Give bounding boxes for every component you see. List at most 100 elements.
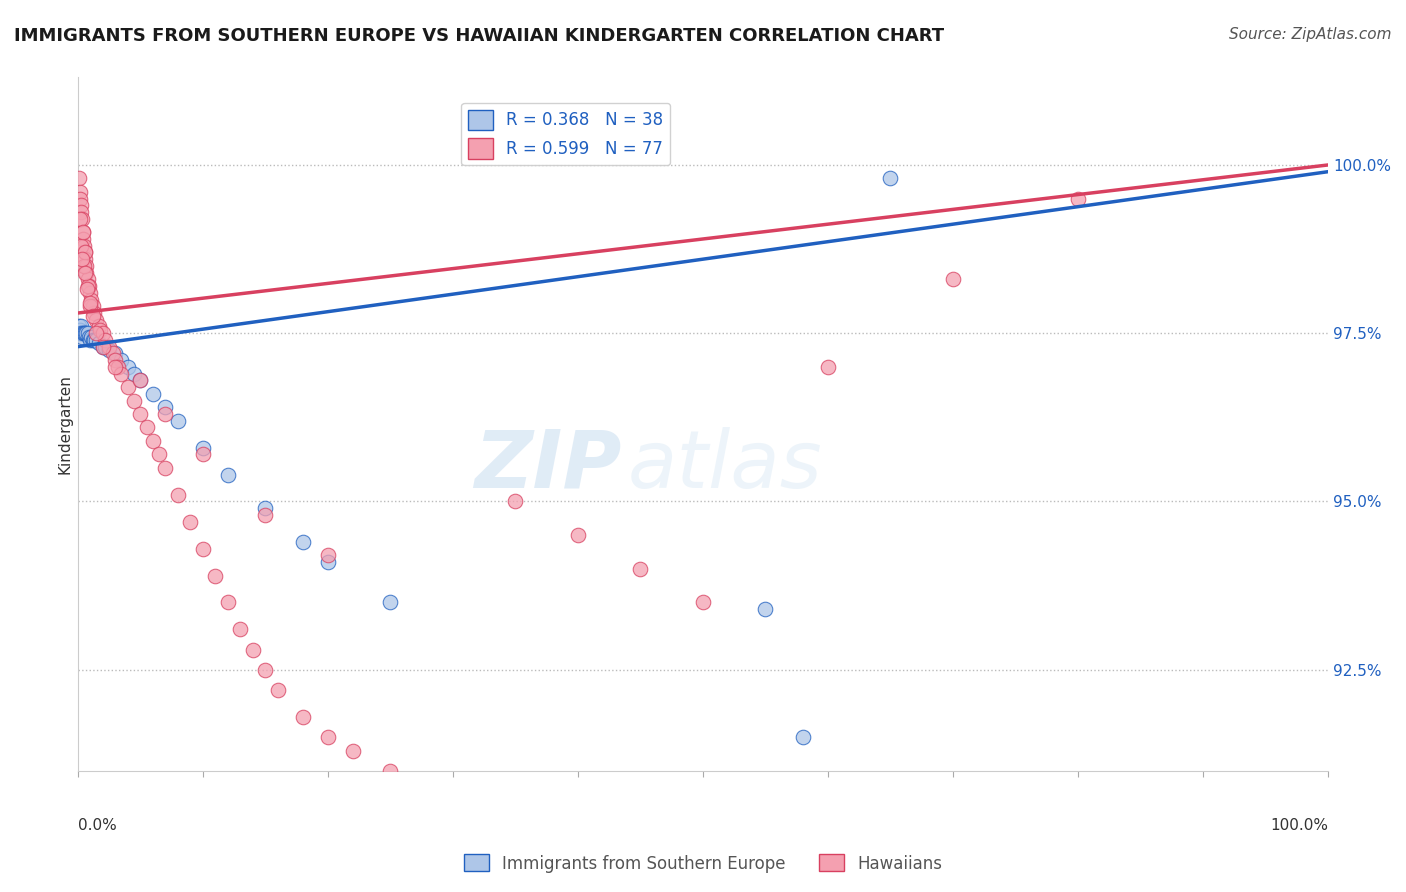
Point [73,245,96,260]
Point [129,373,152,387]
Point [342,743,364,757]
Point [70,319,93,334]
Point [122,393,145,408]
Point [70,252,93,267]
Point [191,541,214,556]
Point [166,414,188,428]
Point [155,407,177,421]
Point [79,296,101,310]
Point [67,171,90,186]
Point [70,211,93,226]
Text: atlas: atlas [628,426,823,505]
Point [441,777,464,791]
Text: IMMIGRANTS FROM SOUTHERN EUROPE VS HAWAIIAN KINDERGARTEN CORRELATION CHART: IMMIGRANTS FROM SOUTHERN EUROPE VS HAWAI… [14,27,945,45]
Point [217,467,239,482]
Point [628,562,651,576]
Point [87,336,110,351]
Point [155,460,177,475]
Point [87,319,110,334]
Point [82,299,104,313]
Point [754,602,776,616]
Point [91,340,114,354]
Point [76,272,98,286]
Point [67,319,90,334]
Point [76,326,98,341]
Point [83,306,105,320]
Point [73,238,96,252]
Point [82,333,104,347]
Point [72,232,94,246]
Point [110,353,132,368]
Point [77,329,100,343]
Point [69,211,91,226]
Point [79,285,101,300]
Point [73,259,96,273]
Point [242,642,264,657]
Point [89,323,111,337]
Point [142,434,165,448]
Point [148,447,170,461]
Point [879,171,901,186]
Point [77,279,100,293]
Point [291,710,314,724]
Point [70,329,93,343]
Point [72,225,94,239]
Point [104,353,127,368]
Point [70,326,93,341]
Point [217,595,239,609]
Point [117,380,139,394]
Point [254,508,277,522]
Point [70,205,93,219]
Point [229,623,252,637]
Point [79,299,101,313]
Point [75,326,97,341]
Point [73,326,96,341]
Point [73,266,96,280]
Point [155,401,177,415]
Point [75,245,97,260]
Point [82,310,104,324]
Point [86,333,108,347]
Point [817,359,839,374]
Point [191,441,214,455]
Point [80,329,103,343]
Point [98,343,121,357]
Point [69,185,91,199]
Point [179,515,201,529]
Point [69,326,91,341]
Point [91,326,114,341]
Point [380,764,402,778]
Point [316,730,339,744]
Point [142,386,165,401]
Point [129,407,152,421]
Point [75,259,97,273]
Point [291,534,314,549]
Y-axis label: Kindergarten: Kindergarten [58,374,72,474]
Point [110,367,132,381]
Point [86,312,108,326]
Point [254,501,277,516]
Point [83,333,105,347]
Point [135,420,157,434]
Point [254,663,277,677]
Text: 0.0%: 0.0% [77,818,117,833]
Point [76,279,98,293]
Point [380,595,402,609]
Point [316,549,339,563]
Point [166,488,188,502]
Text: 100.0%: 100.0% [1270,818,1329,833]
Point [204,568,226,582]
Point [80,293,103,307]
Point [72,225,94,239]
Text: ZIP: ZIP [474,426,621,505]
Point [70,238,93,252]
Point [107,359,129,374]
Point [94,340,117,354]
Point [104,359,127,374]
Point [104,346,127,360]
Point [267,682,290,697]
Point [76,326,98,341]
Text: Source: ZipAtlas.com: Source: ZipAtlas.com [1229,27,1392,42]
Point [70,198,93,212]
Point [101,346,124,360]
